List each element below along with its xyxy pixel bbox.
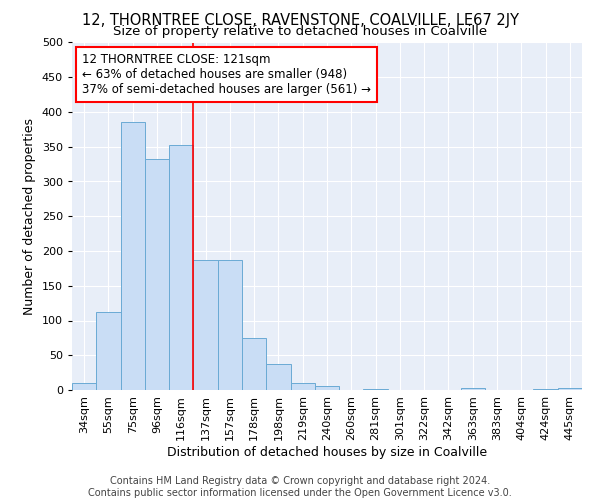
Y-axis label: Number of detached properties: Number of detached properties (23, 118, 36, 315)
Bar (145, 158, 169, 390)
Bar (558, 388, 582, 390)
Bar (72, 383, 96, 390)
Bar (315, 386, 339, 390)
X-axis label: Distribution of detached houses by size in Coalville: Distribution of detached houses by size … (167, 446, 487, 458)
Text: 12 THORNTREE CLOSE: 121sqm
← 63% of detached houses are smaller (948)
37% of sem: 12 THORNTREE CLOSE: 121sqm ← 63% of deta… (82, 53, 371, 96)
Text: Size of property relative to detached houses in Coalville: Size of property relative to detached ho… (113, 25, 487, 38)
Bar (169, 144, 193, 390)
Bar (290, 383, 315, 390)
Text: Contains HM Land Registry data © Crown copyright and database right 2024.
Contai: Contains HM Land Registry data © Crown c… (88, 476, 512, 498)
Bar (533, 388, 558, 390)
Bar (266, 364, 290, 390)
Bar (461, 388, 485, 390)
Bar (96, 312, 121, 390)
Bar (121, 122, 145, 390)
Bar (193, 260, 218, 390)
Bar (218, 260, 242, 390)
Text: 12, THORNTREE CLOSE, RAVENSTONE, COALVILLE, LE67 2JY: 12, THORNTREE CLOSE, RAVENSTONE, COALVIL… (82, 12, 518, 28)
Bar (242, 338, 266, 390)
